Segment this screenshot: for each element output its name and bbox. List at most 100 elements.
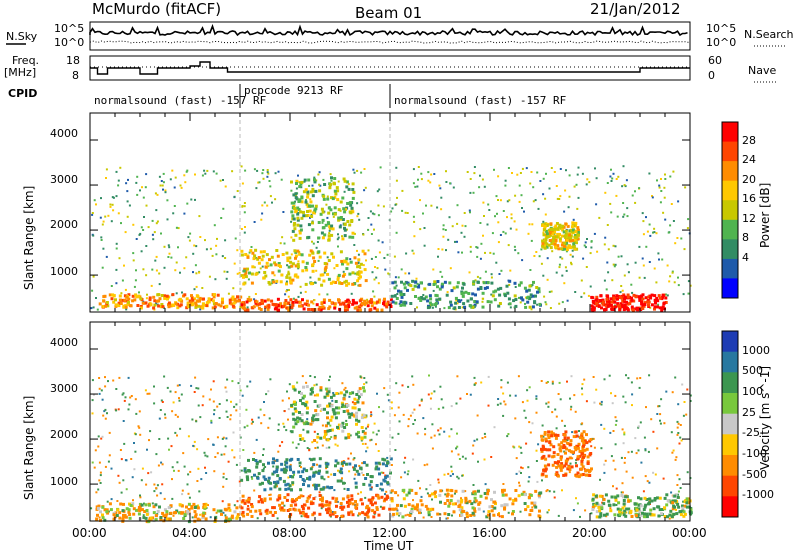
velocity-echo — [334, 443, 337, 446]
velocity-echo — [316, 441, 319, 444]
velocity-echo — [677, 490, 680, 493]
power-region-cell — [205, 301, 209, 305]
velocity-region-cell — [465, 501, 469, 505]
velocity-echo — [499, 402, 502, 405]
velocity-echo — [679, 436, 682, 439]
velocity-echo — [627, 451, 630, 454]
velocity-echo — [386, 456, 389, 459]
power-region-cell — [560, 226, 563, 230]
velocity-echo — [570, 375, 573, 378]
velocity-region-cell — [590, 467, 593, 471]
power-echo — [266, 169, 269, 171]
velocity-echo — [314, 496, 317, 498]
power-echo — [461, 306, 464, 309]
power-echo — [638, 245, 641, 248]
power-region-cell — [212, 302, 216, 306]
power-region-cell — [547, 243, 551, 247]
power-echo — [666, 264, 669, 267]
power-region-cell — [303, 178, 307, 182]
power-echo — [136, 175, 139, 178]
power-region-cell — [334, 192, 338, 196]
velocity-region-cell — [460, 506, 464, 510]
power-region-cell — [311, 189, 315, 193]
power-echo — [184, 181, 187, 184]
velocity-echo — [566, 439, 569, 441]
power-region-cell — [333, 189, 337, 193]
velocity-echo — [403, 461, 406, 464]
power-echo — [504, 184, 507, 187]
power-region-cell — [454, 301, 458, 305]
power-echo — [397, 276, 400, 279]
power-colorbar-swatch — [722, 278, 738, 299]
power-echo — [425, 204, 427, 207]
power-region-cell — [108, 293, 112, 297]
power-echo — [363, 189, 366, 192]
power-echo — [91, 213, 94, 216]
power-region-cell — [296, 223, 300, 227]
power-region-cell — [271, 271, 275, 275]
power-region-cell — [486, 281, 490, 285]
power-region-cell — [318, 189, 322, 193]
velocity-region-cell — [204, 517, 208, 521]
velocity-echo — [156, 494, 159, 497]
velocity-region-cell — [637, 496, 640, 500]
velocity-echo — [455, 402, 458, 405]
velocity-region-cell — [588, 469, 592, 473]
power-region-cell — [328, 298, 332, 302]
velocity-region-cell — [348, 415, 352, 419]
velocity-region-cell — [259, 512, 263, 516]
power-echo — [664, 293, 667, 296]
power-region-cell — [543, 228, 546, 232]
velocity-colorbar-tick-label: -1000 — [742, 488, 774, 501]
power-echo — [596, 250, 599, 253]
power-echo — [677, 200, 680, 203]
power-region-cell — [256, 303, 259, 307]
velocity-region-cell — [284, 468, 288, 472]
power-region-cell — [296, 265, 300, 269]
power-region-cell — [242, 282, 246, 286]
velocity-region-cell — [549, 443, 553, 447]
velocity-echo — [370, 411, 373, 414]
velocity-echo — [378, 406, 380, 409]
velocity-echo — [422, 516, 425, 519]
power-echo — [95, 203, 97, 206]
power-region-cell — [450, 289, 454, 293]
velocity-region-cell — [648, 512, 652, 516]
power-echo — [659, 201, 662, 204]
power-echo — [411, 249, 414, 252]
power-echo — [507, 244, 510, 247]
power-region-cell — [537, 290, 541, 294]
power-region-cell — [654, 301, 657, 305]
velocity-echo — [122, 420, 125, 422]
velocity-region-cell — [113, 515, 117, 519]
power-region-cell — [545, 235, 549, 239]
power-region-cell — [274, 303, 278, 307]
velocity-region-cell — [145, 520, 149, 524]
power-echo — [456, 302, 459, 305]
power-echo — [117, 212, 120, 215]
velocity-echo — [231, 380, 234, 383]
velocity-region-cell — [112, 517, 116, 521]
velocity-region-cell — [550, 430, 554, 434]
power-echo — [442, 228, 445, 231]
power-echo — [671, 271, 674, 274]
velocity-echo — [341, 382, 344, 385]
power-echo — [587, 294, 590, 297]
power-echo — [396, 196, 398, 199]
velocity-echo — [526, 399, 529, 402]
velocity-region-cell — [323, 430, 327, 433]
velocity-echo — [240, 469, 243, 472]
velocity-region-cell — [528, 513, 532, 517]
velocity-region-cell — [602, 502, 606, 506]
velocity-region-cell — [461, 489, 465, 493]
power-region-cell — [214, 302, 218, 305]
velocity-region-cell — [137, 508, 141, 512]
power-echo — [631, 291, 634, 294]
velocity-echo — [360, 439, 363, 442]
velocity-region-cell — [314, 470, 318, 474]
power-region-cell — [338, 281, 342, 285]
velocity-echo — [160, 461, 163, 464]
velocity-region-cell — [300, 413, 304, 416]
velocity-echo — [384, 474, 387, 477]
velocity-region-cell — [492, 500, 496, 504]
